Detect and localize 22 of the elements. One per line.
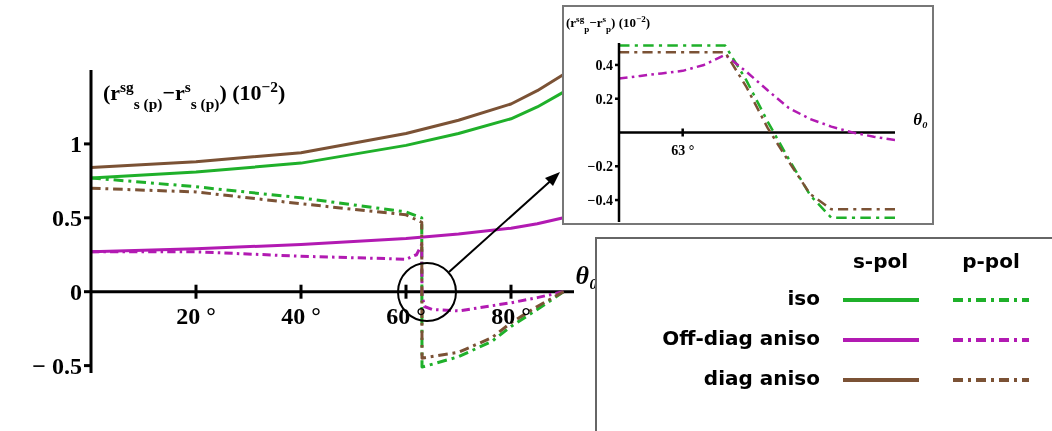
x-axis-title: θ₀ bbox=[913, 109, 929, 129]
legend-label: diag aniso bbox=[702, 365, 820, 392]
y-tick-label: 0.2 bbox=[595, 91, 613, 107]
text: (r$^{sg}$$_{s (p)}$−r$^{s}$$_{s (p)}$) (10$^{−2}$) bbox=[103, 77, 286, 112]
text: (r$^{sg}$$_{p}$−r$^{s}$$_{p}$) (10$^{−2}$) bbox=[566, 14, 651, 34]
line-series bbox=[619, 53, 895, 142]
text: p-pol bbox=[961, 249, 1021, 273]
text: s-pol bbox=[851, 249, 910, 273]
y-tick-label: 0 bbox=[70, 279, 82, 306]
line-series bbox=[91, 72, 565, 170]
y-tick-label: −0.2 bbox=[587, 159, 613, 175]
x-tick-label: 20 ° bbox=[176, 302, 216, 329]
x-tick-label: 63 ° bbox=[671, 142, 695, 158]
x-tick-label: 40 ° bbox=[281, 302, 321, 329]
y-tick-label: −0.4 bbox=[587, 193, 613, 209]
y-tick-label: − 0.5 bbox=[32, 353, 82, 380]
legend-label: iso bbox=[786, 285, 820, 312]
y-tick-label: 0.5 bbox=[52, 205, 82, 232]
x-tick-label: 80 ° bbox=[491, 302, 531, 329]
y-tick-label: 0.4 bbox=[595, 57, 613, 73]
legend-label: Off-diag aniso bbox=[661, 325, 820, 352]
y-tick-label: 1 bbox=[70, 131, 82, 158]
